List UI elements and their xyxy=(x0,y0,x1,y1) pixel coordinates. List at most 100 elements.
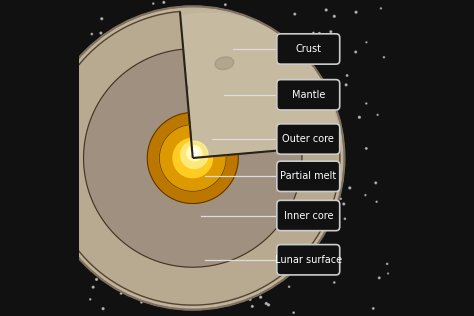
Point xyxy=(302,75,310,80)
Point xyxy=(249,266,256,271)
Point xyxy=(346,185,354,191)
Point xyxy=(83,228,91,233)
Point xyxy=(329,51,337,56)
Point xyxy=(100,306,107,311)
Point xyxy=(187,197,194,202)
Point xyxy=(363,101,370,106)
Point xyxy=(356,115,363,120)
Point xyxy=(93,277,100,282)
Point xyxy=(170,55,178,60)
Point xyxy=(104,101,112,106)
Point xyxy=(384,271,392,276)
Point xyxy=(302,155,310,160)
Point xyxy=(305,75,313,80)
Point xyxy=(206,22,213,27)
Point xyxy=(160,0,168,5)
Point xyxy=(188,295,196,301)
Point xyxy=(88,32,96,37)
Point xyxy=(327,29,335,34)
Point xyxy=(206,123,214,128)
Point xyxy=(234,127,241,132)
Point xyxy=(283,33,291,38)
Point xyxy=(343,73,351,78)
Point xyxy=(148,210,155,215)
Point xyxy=(304,179,311,184)
Circle shape xyxy=(187,146,202,161)
Point xyxy=(166,70,174,75)
Point xyxy=(86,263,93,268)
Point xyxy=(86,297,94,302)
Wedge shape xyxy=(46,11,340,305)
Point xyxy=(312,181,320,186)
Point xyxy=(289,232,296,237)
Point xyxy=(342,82,350,88)
Point xyxy=(122,72,130,77)
Point xyxy=(383,261,391,266)
Point xyxy=(214,93,221,98)
Point xyxy=(330,280,338,285)
Point xyxy=(208,207,216,212)
Point xyxy=(257,295,264,300)
Point xyxy=(337,196,345,201)
Point xyxy=(210,210,218,215)
Point xyxy=(341,216,349,221)
Point xyxy=(310,125,317,130)
Point xyxy=(98,16,106,21)
Point xyxy=(322,148,329,153)
Point xyxy=(164,299,172,304)
Point xyxy=(375,275,383,280)
Point xyxy=(373,199,381,204)
Point xyxy=(327,216,335,221)
Point xyxy=(267,82,275,87)
Point xyxy=(246,297,254,302)
Point xyxy=(300,88,307,94)
Point xyxy=(263,301,270,306)
Point xyxy=(96,168,104,173)
Point xyxy=(265,302,273,307)
Point xyxy=(290,310,297,315)
Point xyxy=(283,240,291,245)
Point xyxy=(241,199,248,204)
Point xyxy=(127,263,135,268)
Ellipse shape xyxy=(91,149,117,167)
Point xyxy=(206,237,214,242)
Point xyxy=(221,222,228,227)
Point xyxy=(118,173,126,178)
Wedge shape xyxy=(83,49,302,267)
Ellipse shape xyxy=(215,57,234,70)
Point xyxy=(256,23,264,28)
Point xyxy=(146,210,154,215)
Text: Crust: Crust xyxy=(295,44,321,54)
Point xyxy=(184,280,191,285)
Point xyxy=(246,209,253,214)
Point xyxy=(352,50,359,55)
Point xyxy=(362,192,369,198)
Point xyxy=(77,125,85,130)
Point xyxy=(95,246,103,251)
Point xyxy=(117,236,124,241)
Point xyxy=(163,52,170,57)
Point xyxy=(117,110,125,115)
Point xyxy=(233,237,241,242)
Point xyxy=(193,81,201,86)
Point xyxy=(78,153,85,158)
Point xyxy=(221,284,229,289)
Point xyxy=(372,180,380,185)
Point xyxy=(128,148,136,153)
Point xyxy=(328,46,336,51)
Point xyxy=(116,36,123,41)
Point xyxy=(178,97,185,102)
Point xyxy=(226,263,234,268)
Point xyxy=(265,226,273,231)
Point xyxy=(223,149,231,154)
Point xyxy=(140,144,147,149)
Point xyxy=(316,31,323,36)
Circle shape xyxy=(43,8,343,308)
Point xyxy=(128,271,136,276)
Point xyxy=(215,19,222,24)
Point xyxy=(369,306,377,311)
Point xyxy=(248,304,256,309)
Point xyxy=(327,52,335,57)
Point xyxy=(322,8,330,13)
Point xyxy=(225,254,232,259)
